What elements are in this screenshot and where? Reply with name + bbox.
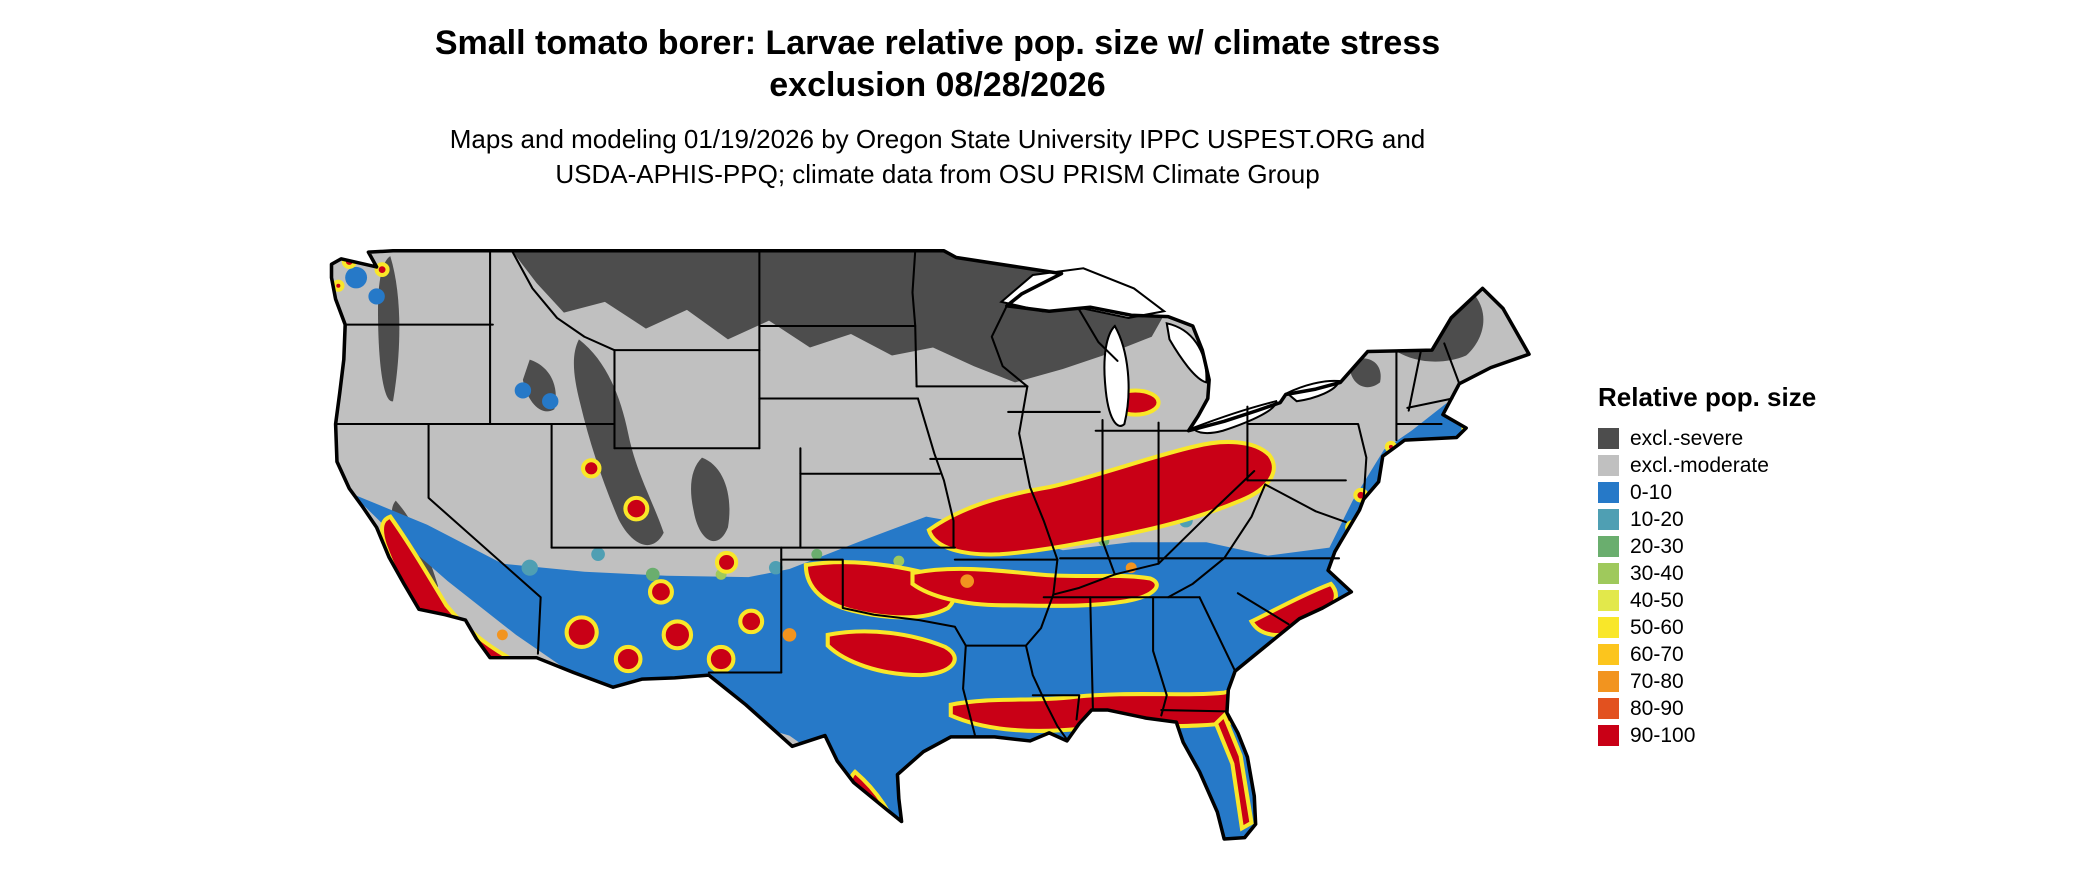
legend-label: 30-40 — [1630, 562, 1684, 585]
title-line-2: exclusion 08/28/2026 — [769, 66, 1106, 104]
legend-item: 60-70 — [1598, 641, 1898, 668]
legend: Relative pop. size excl.-severe excl.-mo… — [1598, 382, 1898, 749]
legend-label: 70-80 — [1630, 670, 1684, 693]
legend-swatch — [1598, 725, 1619, 746]
legend-label: 50-60 — [1630, 616, 1684, 639]
legend-swatch — [1598, 455, 1619, 476]
legend-item: excl.-moderate — [1598, 452, 1898, 479]
legend-item: 20-30 — [1598, 533, 1898, 560]
figure-title: Small tomato borer: Larvae relative pop.… — [0, 22, 1875, 106]
legend-swatch — [1598, 509, 1619, 530]
legend-swatch — [1598, 671, 1619, 692]
legend-swatch — [1598, 590, 1619, 611]
legend-swatch — [1598, 698, 1619, 719]
legend-swatch — [1598, 482, 1619, 503]
conus-map — [329, 249, 1531, 841]
legend-item: 80-90 — [1598, 695, 1898, 722]
legend-label: 0-10 — [1630, 481, 1673, 504]
title-line-1: Small tomato borer: Larvae relative pop.… — [434, 24, 1441, 62]
map-land — [331, 250, 1530, 839]
map-state-borders — [334, 249, 1461, 741]
legend-item: 70-80 — [1598, 668, 1898, 695]
legend-label: 80-90 — [1630, 697, 1684, 720]
legend-swatch — [1598, 644, 1619, 665]
legend-item: 30-40 — [1598, 560, 1898, 587]
legend-label: 90-100 — [1630, 724, 1696, 747]
legend-item: 50-60 — [1598, 614, 1898, 641]
subtitle-line-2: USDA-APHIS-PPQ; climate data from OSU PR… — [555, 159, 1320, 189]
legend-item: 40-50 — [1598, 587, 1898, 614]
figure-subtitle: Maps and modeling 01/19/2026 by Oregon S… — [0, 122, 1875, 192]
legend-item: 0-10 — [1598, 479, 1898, 506]
legend-swatch — [1598, 563, 1619, 584]
legend-label: 60-70 — [1630, 643, 1684, 666]
legend-label: 20-30 — [1630, 535, 1684, 558]
map-outline — [329, 249, 1531, 841]
legend-label: 10-20 — [1630, 508, 1684, 531]
legend-item: excl.-severe — [1598, 425, 1898, 452]
legend-swatch — [1598, 617, 1619, 638]
legend-items: excl.-severe excl.-moderate 0-10 10-20 2… — [1598, 425, 1898, 749]
legend-swatch — [1598, 536, 1619, 557]
subtitle-line-1: Maps and modeling 01/19/2026 by Oregon S… — [449, 124, 1426, 154]
legend-label: excl.-moderate — [1630, 454, 1769, 477]
lake-huron — [1165, 322, 1208, 384]
legend-swatch — [1598, 428, 1619, 449]
legend-label: excl.-severe — [1630, 427, 1744, 450]
lake-michigan — [1103, 324, 1130, 427]
legend-item: 90-100 — [1598, 722, 1898, 749]
legend-item: 10-20 — [1598, 506, 1898, 533]
legend-title: Relative pop. size — [1598, 382, 1817, 412]
legend-label: 40-50 — [1630, 589, 1684, 612]
